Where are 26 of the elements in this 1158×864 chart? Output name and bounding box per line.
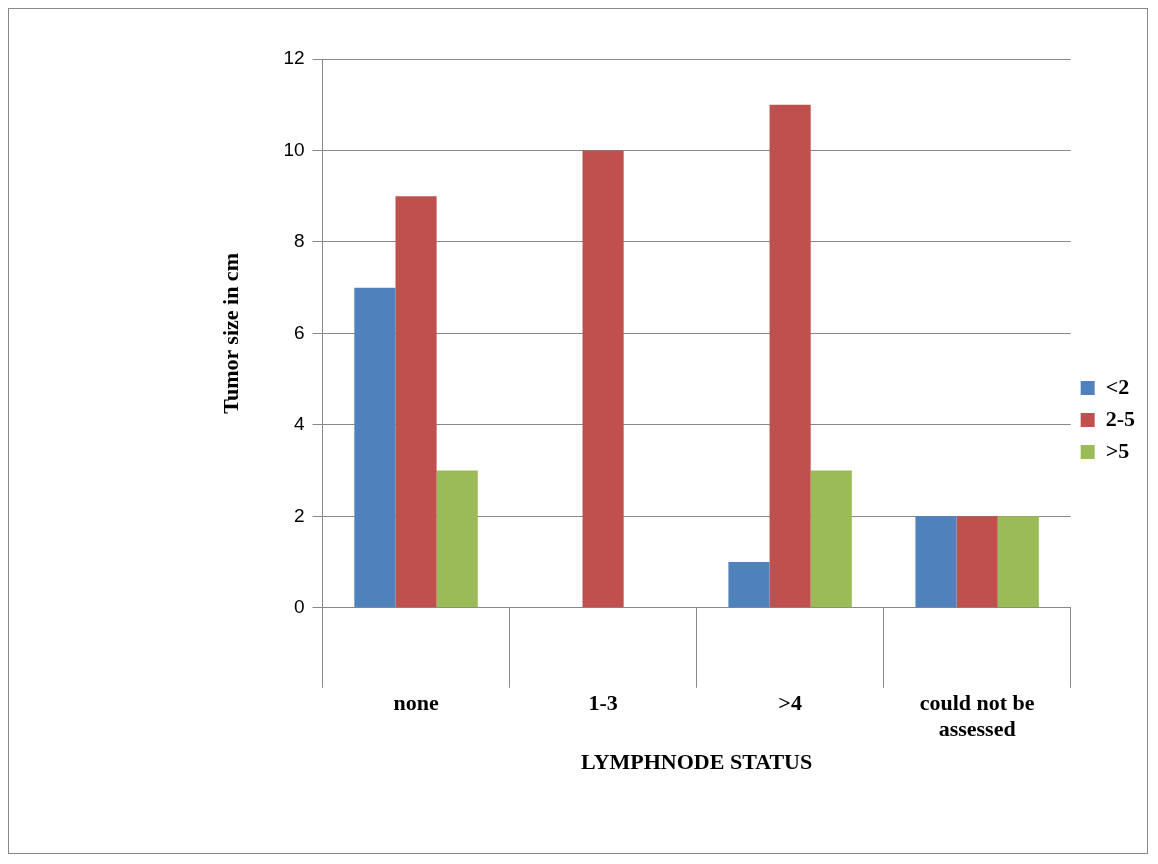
- x-tick-label: none: [393, 689, 439, 715]
- y-tick-label: 12: [283, 47, 305, 69]
- y-tick-label: 10: [283, 138, 305, 160]
- bar: [436, 470, 478, 608]
- y-tick-label: 4: [293, 413, 305, 435]
- bar: [354, 287, 396, 608]
- bar: [956, 516, 998, 608]
- bar: [395, 196, 437, 608]
- x-tick-label: >4: [778, 689, 802, 715]
- bar: [915, 516, 957, 608]
- y-tick-label: 2: [293, 504, 305, 526]
- x-tick-label: could not be assessed: [919, 689, 1035, 742]
- x-axis-title: LYMPHNODE STATUS: [580, 749, 813, 775]
- bar: [997, 516, 1039, 608]
- y-tick-label: 0: [293, 596, 305, 618]
- y-axis-title: Tumor size in cm: [217, 253, 243, 414]
- x-tick-label: 1-3: [588, 689, 618, 715]
- legend-label: <2: [1105, 373, 1130, 399]
- y-tick-label: 6: [293, 321, 305, 343]
- bar: [810, 470, 852, 608]
- bar: [582, 150, 624, 608]
- bar: [728, 562, 770, 608]
- bar: [769, 104, 811, 608]
- y-tick-label: 8: [293, 230, 305, 252]
- legend-label: 2-5: [1105, 405, 1135, 431]
- legend-label: >5: [1105, 437, 1130, 463]
